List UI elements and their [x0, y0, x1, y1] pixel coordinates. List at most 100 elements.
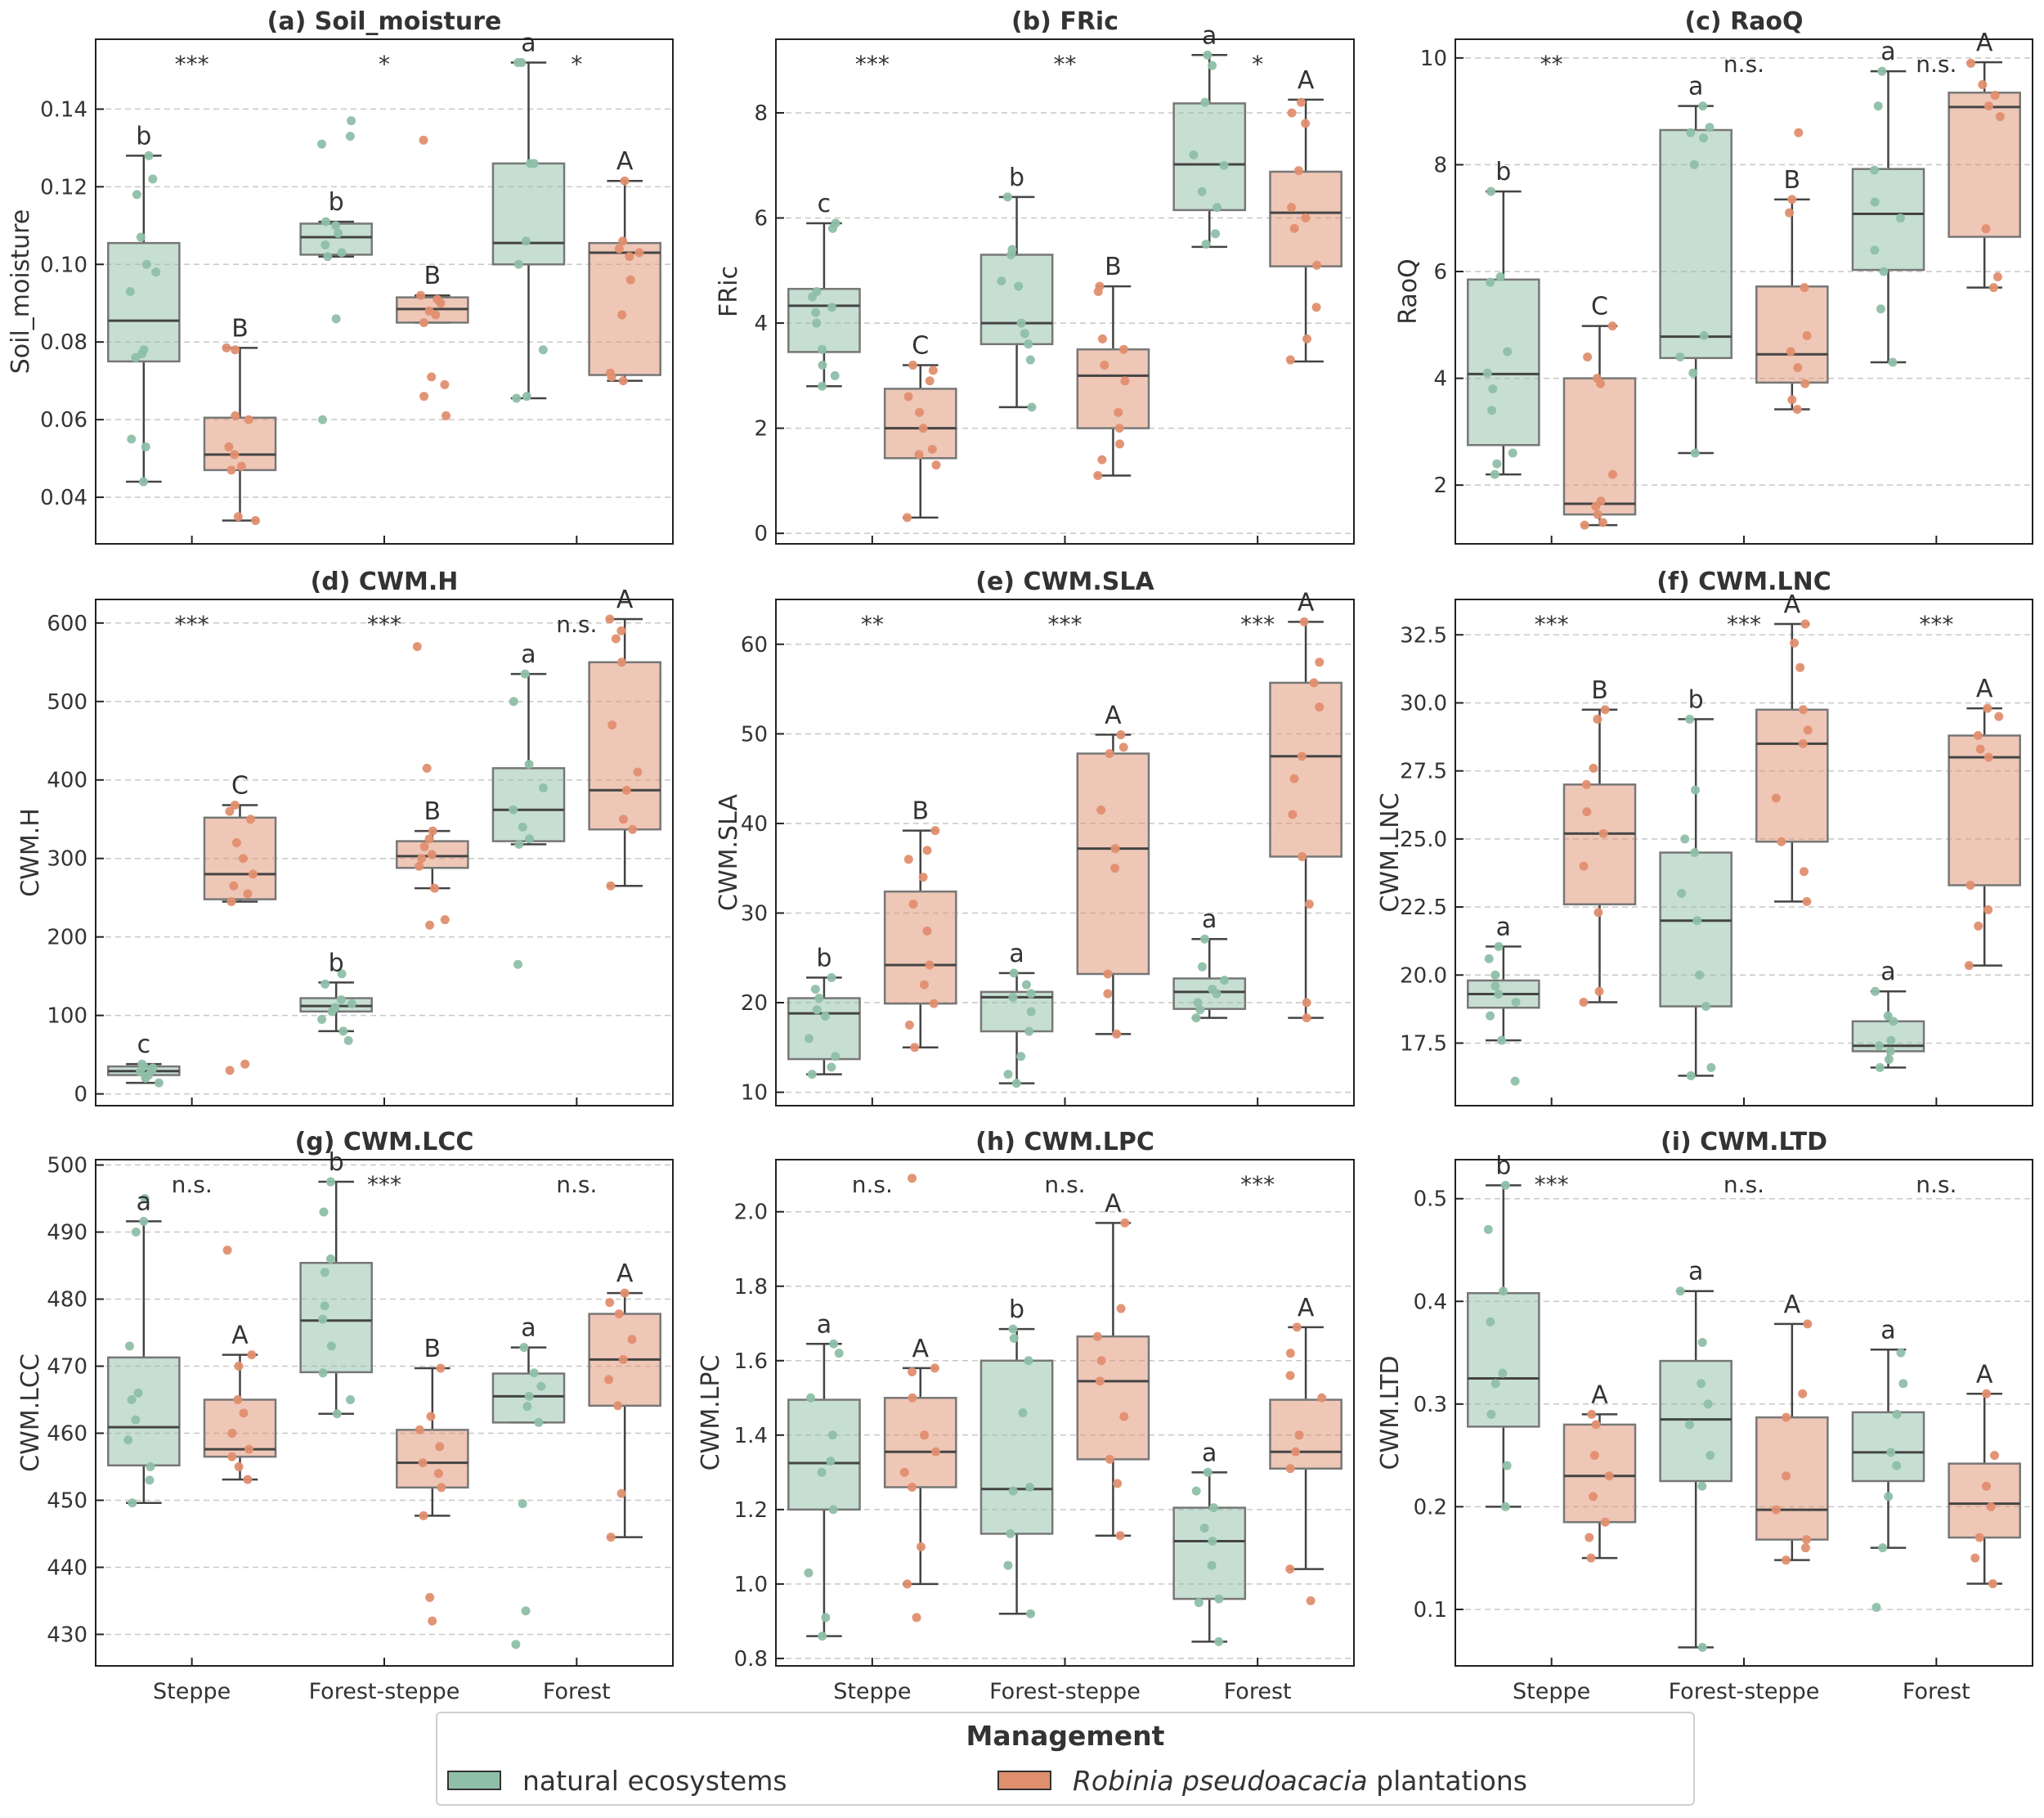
panel-5-data-point [1009, 968, 1019, 978]
panel-6-data-point [1973, 730, 1983, 740]
panel-1-data-point [136, 232, 146, 242]
panel-9-data-point [1871, 1602, 1881, 1612]
panel-2-data-point [1213, 203, 1222, 213]
panel-4-significance: *** [175, 611, 209, 638]
panel-7-data-point [419, 1511, 428, 1520]
panel-4-data-point [412, 642, 422, 652]
panel-6-data-point [1798, 738, 1808, 748]
panel-9-ylabel: CWM.LTD [1376, 1355, 1405, 1470]
panel-7-data-point [243, 1475, 253, 1484]
panel-7-data-point [145, 1475, 155, 1485]
panel-6-data-point [1600, 705, 1610, 715]
panel-8-data-point [917, 1542, 926, 1551]
legend-item-natural: natural ecosystems [447, 1764, 787, 1797]
panel-7-data-point [521, 1606, 531, 1616]
panel-9-data-point [1970, 1553, 1980, 1563]
panel-8-letter: b [1009, 1295, 1024, 1324]
legend-label-robinia-rest: plantations [1367, 1764, 1527, 1797]
panel-8-data-point [1285, 1349, 1295, 1358]
panel-1-data-point [144, 150, 154, 160]
panel-6-data-point [1983, 752, 1993, 762]
panel-8-xtick-label: Forest-steppe [989, 1679, 1141, 1704]
panel-5-significance: *** [1240, 611, 1275, 638]
panel-3-data-point [1698, 101, 1708, 111]
panel-1-data-point [222, 343, 231, 352]
panel-6-ytick-label: 27.5 [1400, 760, 1447, 784]
panel-5-data-point [1191, 1013, 1201, 1023]
panel-4-data-point [611, 634, 621, 644]
panel-5-data-point [910, 1043, 920, 1053]
panel-3-data-point [1488, 384, 1498, 394]
panel-1-data-point [320, 217, 330, 227]
panel-7-ytick-label: 470 [47, 1355, 87, 1380]
panel-6-data-point [1677, 888, 1687, 898]
panel-3-data-point [1802, 330, 1812, 340]
panel-6-box [1562, 783, 1637, 905]
panel-8-data-point [1294, 1430, 1304, 1440]
panel-1-data-point [605, 368, 615, 378]
panel-6-data-point [1974, 921, 1983, 931]
panel-7-data-point [529, 1368, 539, 1378]
panel-5-ytick-label: 60 [741, 633, 768, 658]
panel-7-ytick-label: 500 [47, 1154, 87, 1178]
panel-7-data-point [244, 1444, 254, 1454]
panel-2-data-point [1014, 281, 1024, 291]
panel-6-data-point [1579, 861, 1589, 871]
panel-3-data-point [1870, 165, 1880, 175]
panel-4-letter: a [521, 640, 536, 669]
panel-1-data-point [236, 461, 246, 471]
panel-8-ytick-label: 1.8 [734, 1275, 768, 1300]
panel-5-data-point [1096, 805, 1106, 815]
panel-5-data-point [1304, 899, 1314, 909]
panel-2-data-point [1296, 97, 1306, 107]
panel-8-data-point [908, 1174, 917, 1183]
panel-9-data-point [1886, 1448, 1896, 1457]
panel-2-data-point [1208, 61, 1217, 70]
panel-7-data-point [139, 1216, 149, 1226]
panel-4-ylabel: CWM.H [16, 808, 45, 897]
panel-2-data-point [1114, 424, 1124, 433]
panel-5-box [787, 997, 861, 1061]
panel-3-data-point [1988, 283, 1998, 293]
panel-6-data-point [1771, 793, 1781, 803]
panel-2-data-point [818, 344, 827, 354]
panel-9-ytick-label: 0.4 [1414, 1290, 1447, 1314]
panel-5-data-point [810, 985, 820, 994]
panel-8-data-point [1119, 1412, 1129, 1421]
panel-2-letter: A [1298, 66, 1315, 95]
panel-7-data-point [123, 1435, 133, 1445]
panel-7-data-point [325, 1177, 335, 1187]
panel-1-data-point [151, 267, 161, 277]
panel-5-data-point [814, 994, 824, 1003]
panel-9-data-point [1975, 1533, 1984, 1542]
panel-9-data-point [1684, 1420, 1694, 1430]
panel-5-data-point [827, 1062, 836, 1072]
panel-8-data-point [1006, 1528, 1015, 1538]
panel-2-data-point [1007, 245, 1017, 254]
panel-5-data-point [1199, 934, 1209, 944]
panel-9-data-point [1706, 1451, 1715, 1461]
panel-9-data-point [1498, 1368, 1508, 1378]
panel-3-ytick-label: 4 [1433, 367, 1447, 392]
panel-4-data-point [336, 994, 346, 1004]
panel-1-data-point [317, 139, 327, 149]
panel-8-significance: *** [1240, 1171, 1275, 1198]
panel-9-data-point [1782, 1471, 1791, 1481]
panel-7-data-point [318, 1368, 328, 1378]
panel-1-letter: b [136, 122, 151, 150]
panel-1-data-point [521, 236, 531, 246]
panel-9-data-point [1486, 1409, 1496, 1419]
panel-4-data-point [137, 1059, 147, 1069]
panel-4-data-point [425, 920, 435, 930]
panel-2-data-point [997, 276, 1006, 286]
panel-3-title: (c) RaoQ [1684, 7, 1803, 36]
panel-6-data-point [1695, 970, 1705, 980]
panel-2-ytick-label: 0 [754, 522, 768, 546]
panel-7-data-point [606, 1533, 616, 1542]
panel-7-data-point [426, 1412, 436, 1421]
panel-2-letter: B [1105, 253, 1122, 281]
panel-7-data-point [436, 1363, 446, 1373]
panel-2-significance: *** [855, 51, 890, 78]
panel-3-data-point [1495, 272, 1505, 282]
panel-2-letter: a [1202, 21, 1217, 50]
